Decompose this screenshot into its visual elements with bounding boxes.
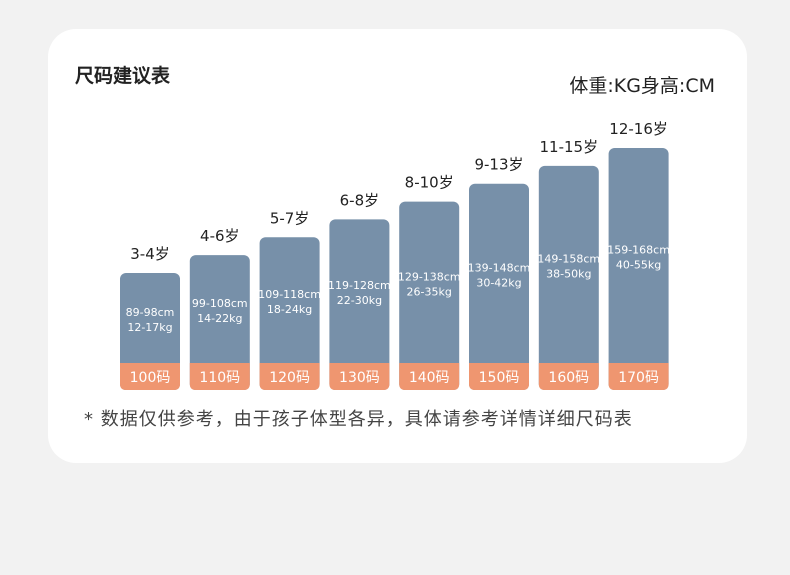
size-footer — [120, 363, 180, 390]
chart-title: 尺码建议表 — [75, 65, 171, 87]
height-range-label: 119-128cm — [328, 279, 391, 292]
size-footer — [538, 363, 599, 390]
weight-range-label: 14-22kg — [197, 312, 242, 325]
size-label: 150码 — [479, 370, 520, 386]
size-bar — [259, 237, 320, 390]
weight-range-label: 26-35kg — [407, 285, 452, 298]
size-footer — [259, 363, 320, 390]
size-footer — [608, 363, 669, 390]
weight-range-label: 12-17kg — [127, 321, 172, 334]
age-label: 3-4岁 — [130, 245, 170, 263]
age-label: 9-13岁 — [474, 156, 523, 174]
size-chart-card: 尺码建议表 体重:KG身高:CM 100码 3-4岁 89-98cm 12-17kg 1… — [48, 29, 747, 463]
units-label: 体重:KG身高:CM — [569, 75, 715, 97]
size-bar — [608, 148, 669, 390]
age-label: 11-15岁 — [540, 138, 599, 156]
size-label: 160码 — [548, 370, 589, 386]
size-footer — [469, 363, 529, 390]
size-label: 120码 — [269, 370, 310, 386]
weight-range-label: 40-55kg — [616, 259, 661, 272]
height-range-label: 139-148cm — [468, 261, 531, 274]
size-bar — [469, 183, 529, 390]
size-label: 110码 — [199, 370, 240, 386]
height-range-label: 129-138cm — [398, 270, 461, 283]
size-bar — [329, 219, 390, 390]
weight-range-label: 38-50kg — [546, 267, 591, 280]
size-footer — [189, 363, 250, 390]
size-bar — [120, 273, 180, 390]
size-label: 140码 — [409, 370, 450, 386]
age-label: 12-16岁 — [609, 120, 668, 138]
weight-range-label: 30-42kg — [476, 276, 521, 289]
height-range-label: 109-118cm — [258, 288, 321, 301]
height-range-label: 89-98cm — [126, 306, 175, 319]
age-label: 8-10岁 — [405, 174, 454, 192]
size-label: 100码 — [130, 370, 171, 386]
size-bar — [538, 165, 599, 390]
height-range-label: 149-158cm — [537, 252, 600, 265]
size-footer — [329, 363, 390, 390]
age-label: 4-6岁 — [200, 227, 240, 245]
size-bar — [399, 201, 460, 390]
size-label: 130码 — [339, 370, 380, 386]
size-bar-chart: 100码 3-4岁 89-98cm 12-17kg 110码 4-6岁 99-108cm 14… — [120, 120, 670, 390]
size-label: 170码 — [618, 370, 659, 386]
height-range-label: 159-168cm — [607, 244, 670, 257]
age-label: 5-7岁 — [270, 209, 310, 227]
weight-range-label: 18-24kg — [267, 303, 312, 316]
size-footer — [399, 363, 460, 390]
size-bar — [189, 255, 250, 390]
disclaimer-note: * 数据仅供参考，由于孩子体型各异，具体请参考详情详细尺码表 — [84, 409, 633, 430]
height-range-label: 99-108cm — [192, 297, 248, 310]
weight-range-label: 22-30kg — [337, 294, 382, 307]
age-label: 6-8岁 — [340, 191, 380, 209]
